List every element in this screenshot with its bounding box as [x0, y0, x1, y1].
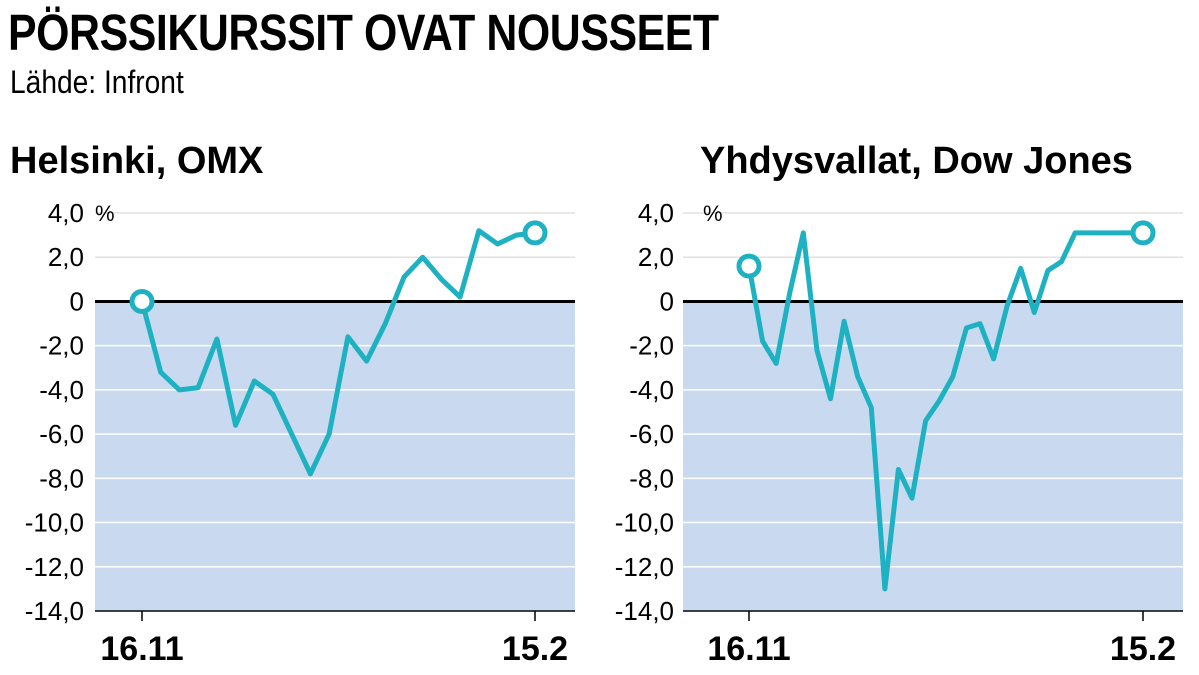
series-line: [746, 230, 1146, 592]
y-tick-label: -12,0: [615, 552, 674, 582]
chart-panel-1: Helsinki, OMX 4,0 2,0 0 -2,0 -4,0 -6,0 -8,0 -10,…: [10, 140, 575, 668]
x-tick-label: 15.2: [1110, 630, 1176, 668]
unit-label: %: [703, 201, 723, 226]
negative-area: [95, 301, 575, 611]
y-tick-label: -2,0: [39, 331, 84, 361]
y-tick-label: -10,0: [25, 508, 84, 538]
chart-title: PÖRSSIKURSSIT OVAT NOUSSEET: [8, 4, 719, 61]
y-tick-label: -10,0: [615, 508, 674, 538]
unit-label: %: [95, 201, 115, 226]
y-tick-label: 0: [70, 286, 84, 316]
end-marker: [1130, 220, 1156, 246]
y-tick-label: -6,0: [629, 419, 674, 449]
x-tick-label: 16.11: [100, 630, 183, 668]
y-tick-label: -4,0: [629, 375, 674, 405]
y-tick-label: -14,0: [615, 596, 674, 626]
chart-panel-2: Yhdysvallat, Dow Jones 4,0 2,0 0 -2,0 -4,0 -6,…: [615, 140, 1183, 668]
y-tick-label: 2,0: [48, 242, 84, 272]
y-tick-label: -8,0: [39, 463, 84, 493]
y-tick-label: 2,0: [638, 242, 674, 272]
x-tick-label: 15.2: [502, 630, 568, 668]
y-tick-label: 4,0: [48, 198, 84, 228]
y-tick-label: -8,0: [629, 463, 674, 493]
y-tick-label: -6,0: [39, 419, 84, 449]
panel-title: Helsinki, OMX: [10, 140, 264, 182]
y-tick-label: -2,0: [629, 331, 674, 361]
start-marker: [129, 288, 155, 314]
y-tick-label: 4,0: [638, 198, 674, 228]
panel-title: Yhdysvallat, Dow Jones: [700, 140, 1133, 182]
y-tick-label: 0: [660, 286, 674, 316]
x-tick-label: 16.11: [707, 630, 790, 668]
y-tick-label: -4,0: [39, 375, 84, 405]
source-label: Lähde: Infront: [10, 64, 184, 100]
y-tick-label: -14,0: [25, 596, 84, 626]
start-marker: [736, 253, 762, 279]
y-tick-label: -12,0: [25, 552, 84, 582]
end-marker: [522, 220, 548, 246]
series-line: [139, 228, 538, 477]
negative-area: [683, 301, 1183, 611]
